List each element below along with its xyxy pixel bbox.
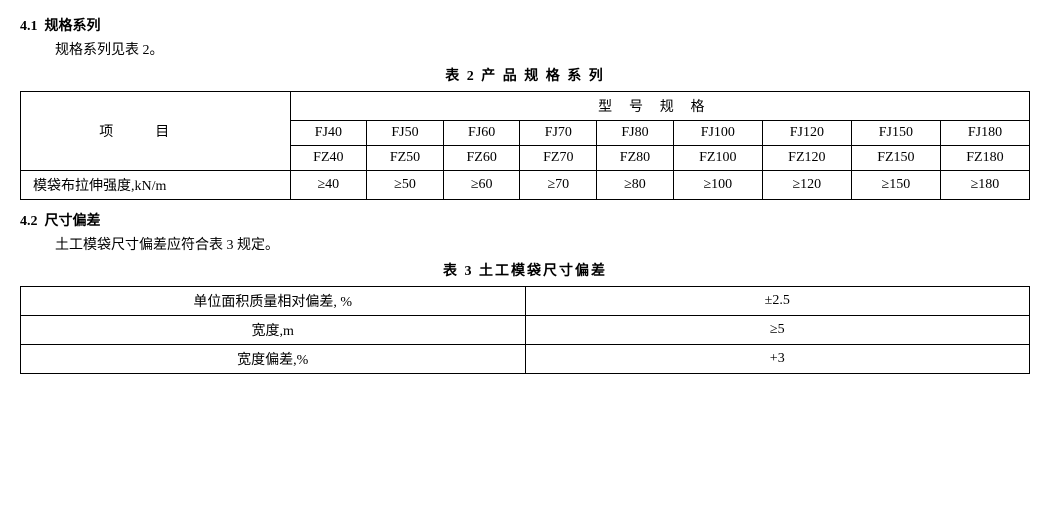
cell: FJ60 <box>443 121 520 146</box>
cell: FJ40 <box>290 121 367 146</box>
cell: FZ40 <box>290 146 367 171</box>
cell-value: ≥5 <box>525 316 1030 345</box>
table-row: 宽度,m ≥5 <box>21 316 1030 345</box>
cell: ≥80 <box>597 171 674 200</box>
section-title: 规格系列 <box>45 19 101 34</box>
cell: ≥70 <box>520 171 597 200</box>
cell: FZ50 <box>367 146 444 171</box>
cell-value: ±2.5 <box>525 287 1030 316</box>
cell: FZ120 <box>762 146 851 171</box>
cell-label: 单位面积质量相对偏差, % <box>21 287 526 316</box>
section-number: 4.2 <box>20 214 38 229</box>
cell: FJ80 <box>597 121 674 146</box>
cell: FZ60 <box>443 146 520 171</box>
prop-label: 模袋布拉伸强度,kN/m <box>21 171 291 200</box>
cell: FZ80 <box>597 146 674 171</box>
cell: FJ100 <box>673 121 762 146</box>
cell: ≥60 <box>443 171 520 200</box>
table-2: 项目 型号规格 FJ40 FJ50 FJ60 FJ70 FJ80 FJ100 F… <box>20 91 1030 200</box>
cell: ≥180 <box>940 171 1029 200</box>
model-header: 型号规格 <box>290 92 1029 121</box>
cell: FZ150 <box>851 146 940 171</box>
cell-value: +3 <box>525 345 1030 374</box>
table-2-title: 表 2 产 品 规 格 系 列 <box>20 65 1030 85</box>
cell: ≥40 <box>290 171 367 200</box>
cell: FJ180 <box>940 121 1029 146</box>
table-row: 模袋布拉伸强度,kN/m ≥40 ≥50 ≥60 ≥70 ≥80 ≥100 ≥1… <box>21 171 1030 200</box>
cell: FJ70 <box>520 121 597 146</box>
cell: FJ50 <box>367 121 444 146</box>
item-header: 项目 <box>21 92 291 171</box>
cell: ≥50 <box>367 171 444 200</box>
table-3: 单位面积质量相对偏差, % ±2.5 宽度,m ≥5 宽度偏差,% +3 <box>20 286 1030 374</box>
section-4-1-body: 规格系列见表 2。 <box>55 39 1030 59</box>
section-4-2-body: 土工模袋尺寸偏差应符合表 3 规定。 <box>55 234 1030 254</box>
cell: ≥100 <box>673 171 762 200</box>
section-title: 尺寸偏差 <box>45 214 101 229</box>
cell-label: 宽度,m <box>21 316 526 345</box>
table-row: 单位面积质量相对偏差, % ±2.5 <box>21 287 1030 316</box>
cell: ≥120 <box>762 171 851 200</box>
cell: ≥150 <box>851 171 940 200</box>
section-4-1-header: 4.1 规格系列 <box>20 15 1030 35</box>
cell-label: 宽度偏差,% <box>21 345 526 374</box>
table-row: 项目 型号规格 <box>21 92 1030 121</box>
cell: FJ150 <box>851 121 940 146</box>
cell: FJ120 <box>762 121 851 146</box>
section-4-2-header: 4.2 尺寸偏差 <box>20 210 1030 230</box>
section-number: 4.1 <box>20 19 38 34</box>
cell: FZ180 <box>940 146 1029 171</box>
cell: FZ70 <box>520 146 597 171</box>
table-3-title: 表 3 土工模袋尺寸偏差 <box>20 260 1030 280</box>
cell: FZ100 <box>673 146 762 171</box>
table-row: 宽度偏差,% +3 <box>21 345 1030 374</box>
